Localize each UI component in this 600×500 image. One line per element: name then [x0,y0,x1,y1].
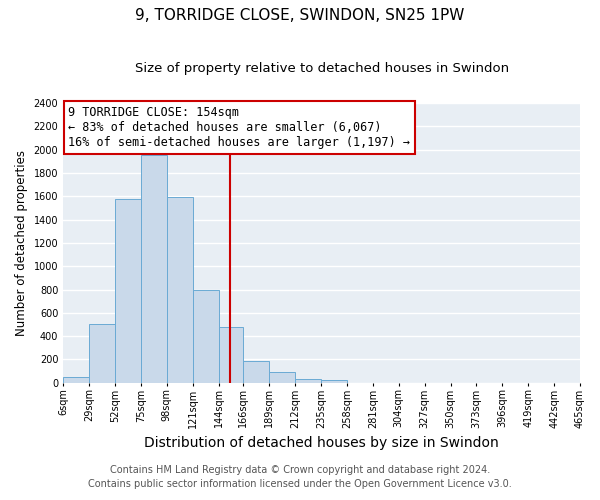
Title: Size of property relative to detached houses in Swindon: Size of property relative to detached ho… [134,62,509,76]
Text: 9 TORRIDGE CLOSE: 154sqm
← 83% of detached houses are smaller (6,067)
16% of sem: 9 TORRIDGE CLOSE: 154sqm ← 83% of detach… [68,106,410,149]
Text: 9, TORRIDGE CLOSE, SWINDON, SN25 1PW: 9, TORRIDGE CLOSE, SWINDON, SN25 1PW [136,8,464,22]
Bar [244,361,269,382]
Bar [115,199,141,382]
Text: Contains HM Land Registry data © Crown copyright and database right 2024.
Contai: Contains HM Land Registry data © Crown c… [88,465,512,489]
Bar [321,380,347,382]
Bar [63,377,89,382]
Bar [218,327,244,382]
X-axis label: Distribution of detached houses by size in Swindon: Distribution of detached houses by size … [144,436,499,450]
Bar [89,324,115,382]
Y-axis label: Number of detached properties: Number of detached properties [15,150,28,336]
Bar [141,156,167,382]
Bar [167,198,193,382]
Bar [269,372,295,382]
Bar [295,378,321,382]
Bar [193,290,218,382]
